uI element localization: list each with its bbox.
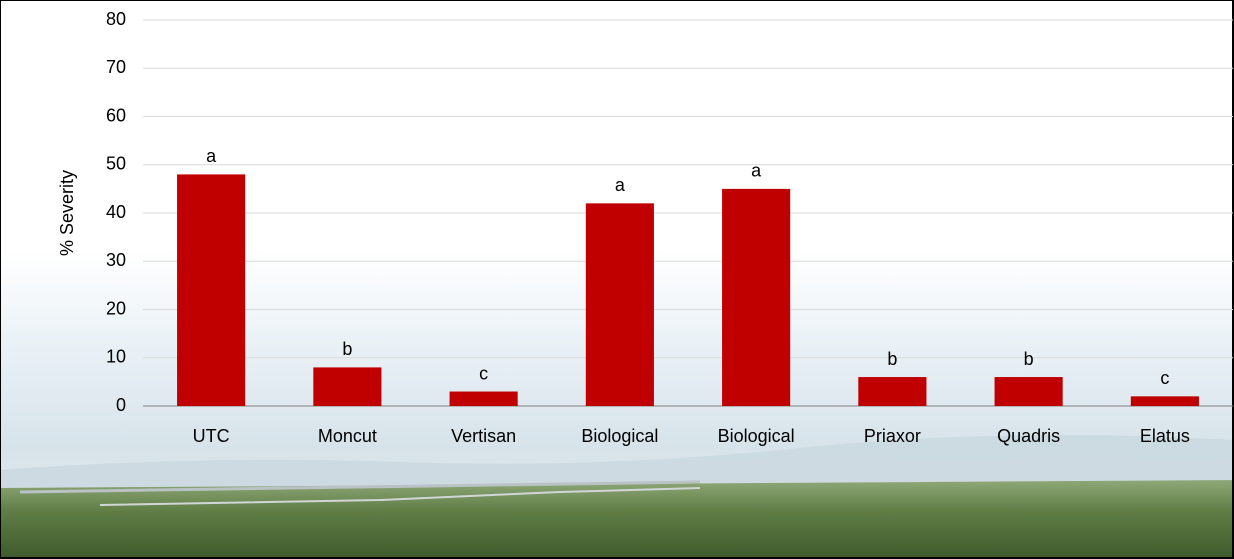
bar xyxy=(994,377,1063,406)
x-tick-label: Vertisan xyxy=(451,426,516,446)
y-tick-label: 30 xyxy=(106,250,126,270)
significance-letter: b xyxy=(1024,349,1034,369)
bar xyxy=(449,391,518,406)
significance-letter: c xyxy=(1160,368,1169,388)
y-tick-label: 80 xyxy=(106,9,126,29)
y-tick-label: 60 xyxy=(106,105,126,125)
significance-letter: a xyxy=(206,146,217,166)
significance-letter: a xyxy=(751,161,762,181)
bar xyxy=(1130,396,1199,406)
significance-letter: a xyxy=(615,175,626,195)
y-tick-label: 50 xyxy=(106,154,126,174)
x-tick-label: Moncut xyxy=(318,426,377,446)
x-tick-label: Quadris xyxy=(997,426,1060,446)
x-tick-label: Priaxor xyxy=(864,426,921,446)
bar xyxy=(313,367,382,406)
y-axis-label: % Severity xyxy=(57,170,77,256)
x-tick-label: Elatus xyxy=(1140,426,1190,446)
y-tick-label: 40 xyxy=(106,202,126,222)
y-tick-label: 10 xyxy=(106,347,126,367)
significance-letter: c xyxy=(479,363,488,383)
bar xyxy=(177,174,246,406)
bar xyxy=(585,203,654,406)
x-tick-label: Biological xyxy=(581,426,658,446)
x-tick-label: UTC xyxy=(193,426,230,446)
y-tick-label: 0 xyxy=(116,395,126,415)
significance-letter: b xyxy=(887,349,897,369)
bar xyxy=(722,188,791,406)
significance-letter: b xyxy=(342,339,352,359)
y-tick-label: 70 xyxy=(106,57,126,77)
bar xyxy=(858,377,927,406)
x-tick-label: Biological xyxy=(718,426,795,446)
y-tick-label: 20 xyxy=(106,298,126,318)
